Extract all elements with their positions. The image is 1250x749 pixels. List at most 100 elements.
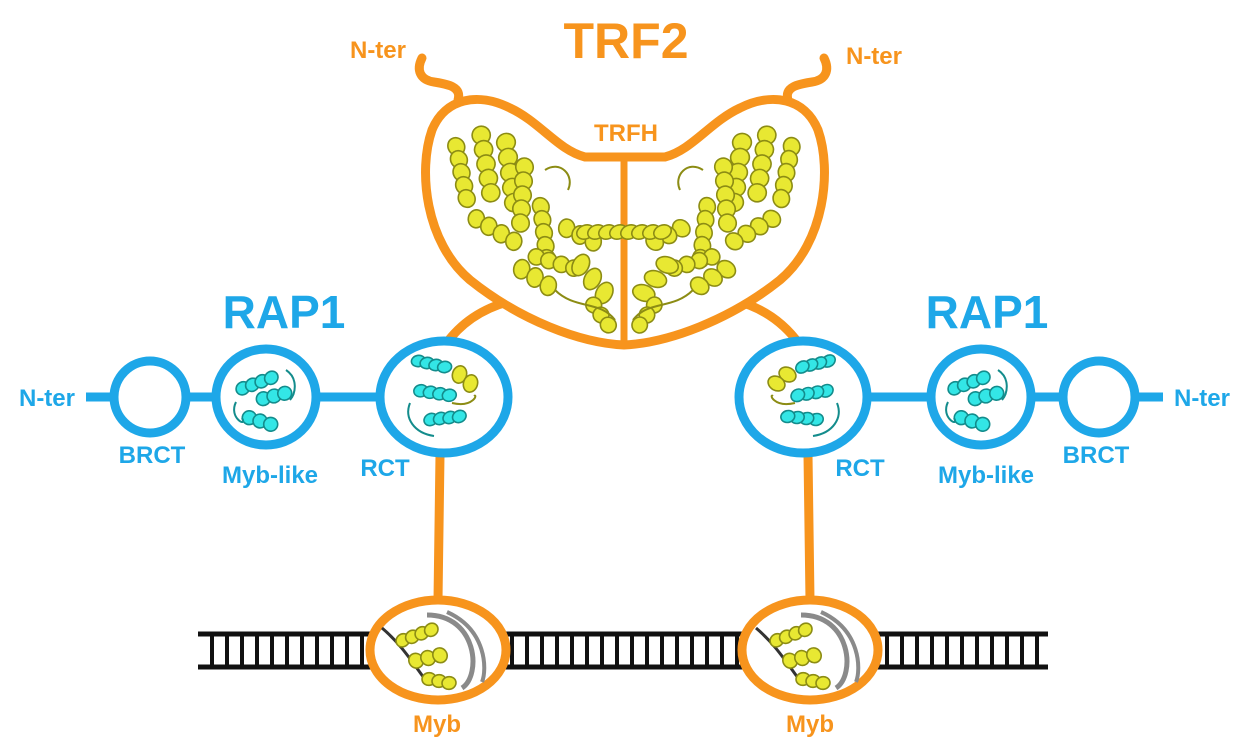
- dna-rungs: [210, 634, 1039, 667]
- loop-segment: [812, 402, 840, 437]
- myb-like-ribbon-icon: [945, 369, 1008, 433]
- myb-like-ribbon-icon: [233, 369, 296, 433]
- helix-segment: [510, 157, 535, 233]
- helix-segment: [413, 383, 458, 403]
- helix-turn: [263, 370, 279, 386]
- rap1-left-title: RAP1: [223, 286, 346, 338]
- helix-turn: [767, 375, 786, 392]
- helix-turn: [432, 647, 448, 664]
- helix-segment: [747, 125, 777, 203]
- helix-turn: [571, 253, 591, 277]
- dna-backbone: [820, 610, 861, 683]
- rct-complex-ribbon-icon: [767, 354, 840, 437]
- helix-segment: [471, 125, 501, 203]
- helix-segment: [241, 409, 279, 433]
- rap1-right-brct-label: BRCT: [1063, 442, 1130, 469]
- loop-segment: [233, 401, 245, 423]
- rct-complex-ribbon-icon: [407, 354, 479, 437]
- rap1-left-brct-label: BRCT: [119, 442, 186, 469]
- helix-turn: [462, 374, 479, 393]
- dna-backbone: [800, 612, 850, 691]
- trfh-dimer: [421, 94, 829, 350]
- helix-segment: [967, 385, 1005, 407]
- loop-segment: [451, 394, 477, 406]
- helix-segment: [631, 296, 663, 334]
- helix-segment: [575, 224, 673, 240]
- helix-turn: [631, 316, 649, 334]
- helix-turn: [652, 224, 673, 240]
- helix-turn: [975, 370, 991, 386]
- rap1-left-rct-label: RCT: [360, 455, 410, 482]
- helix-segment: [395, 622, 439, 648]
- helix-segment: [790, 383, 834, 403]
- helix-segment: [408, 647, 448, 669]
- myb-right: [737, 595, 883, 705]
- helix-turn: [510, 213, 531, 233]
- loop-segment: [997, 369, 1008, 401]
- trf2-nter-right-label: N-ter: [846, 43, 902, 70]
- rap1-left-nter-label: N-ter: [19, 385, 75, 412]
- helix-segment: [953, 409, 991, 433]
- myb-dna-ribbon-icon: [755, 610, 861, 691]
- loop-segment: [407, 402, 435, 437]
- helix-segment: [689, 259, 737, 296]
- myb-dna-ribbon-icon: [381, 610, 487, 691]
- loop-segment: [770, 394, 796, 406]
- helix-segment: [782, 647, 822, 669]
- dna-ladder: [198, 631, 1048, 670]
- helix-turn: [436, 360, 453, 374]
- helix-segment: [421, 671, 457, 691]
- helix-segment: [631, 255, 680, 303]
- loop-segment: [945, 401, 957, 423]
- helix-segment: [571, 253, 614, 305]
- helix-turn: [262, 416, 279, 433]
- trfh-dimer-ribbon-icon: [447, 125, 801, 334]
- helix-turn: [582, 267, 603, 291]
- helix-segment: [235, 370, 279, 396]
- helix-turn: [974, 416, 991, 433]
- rap1-left-myb-like-label: Myb-like: [222, 462, 318, 489]
- myb-left-label: Myb: [413, 711, 461, 738]
- trf2-title: TRF2: [564, 13, 689, 69]
- helix-turn: [988, 385, 1005, 401]
- helix-turn: [423, 622, 439, 638]
- helix-segment: [947, 370, 991, 396]
- rap1-right-title: RAP1: [926, 286, 1049, 338]
- helix-segment: [512, 258, 558, 297]
- helix-segment: [795, 354, 836, 374]
- helix-segment: [410, 354, 453, 374]
- helix-turn: [747, 182, 768, 203]
- helix-segment: [767, 366, 797, 392]
- helix-segment: [772, 136, 801, 209]
- helix-segment: [795, 671, 831, 691]
- rap1-left: [86, 336, 513, 458]
- loop-segment: [544, 165, 616, 321]
- helix-turn: [717, 213, 738, 233]
- helix-segment: [713, 157, 738, 233]
- rap1-right-nter-label: N-ter: [1174, 385, 1230, 412]
- helix-turn: [780, 409, 796, 424]
- helix-turn: [504, 231, 523, 252]
- helix-segment: [780, 409, 825, 427]
- helix-turn: [772, 188, 791, 209]
- myb-right-label: Myb: [786, 711, 834, 738]
- helix-segment: [451, 365, 479, 393]
- helix-segment: [467, 209, 523, 252]
- helix-turn: [539, 275, 558, 297]
- trf2-linker-left-lower: [433, 450, 445, 605]
- helix-turn: [276, 385, 293, 401]
- helix-turn: [790, 388, 806, 403]
- helix-turn: [815, 675, 831, 691]
- helix-turn: [795, 360, 810, 374]
- helix-turn: [457, 188, 476, 209]
- helix-turn: [643, 269, 668, 289]
- loop-segment: [285, 369, 296, 401]
- helix-turn: [724, 232, 744, 251]
- helix-turn: [441, 388, 458, 403]
- rap1-right-rct-label: RCT: [835, 455, 885, 482]
- rap1-right-brct-domain: [1058, 356, 1140, 438]
- helix-segment: [423, 409, 467, 427]
- trf2-nter-tail-left: [414, 53, 464, 105]
- loop-segment: [632, 165, 704, 321]
